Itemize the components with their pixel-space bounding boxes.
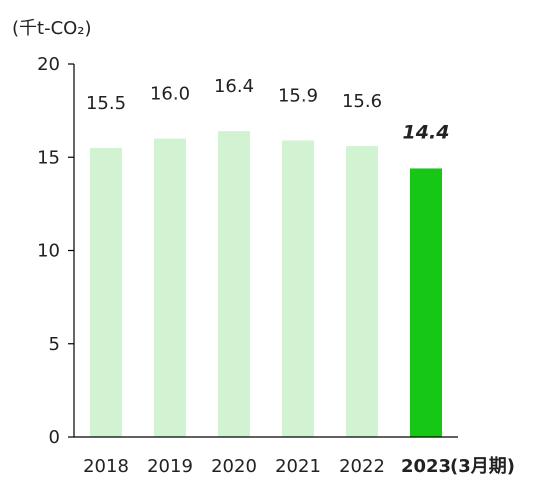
- x-tick-label-2019: 2019: [147, 456, 193, 477]
- x-tick-label-2021: 2021: [275, 456, 321, 477]
- y-tick-label-20: 20: [37, 54, 60, 75]
- bar-2019: [154, 138, 186, 437]
- data-label-2021: 15.9: [278, 85, 318, 106]
- x-tick-label-2018: 2018: [83, 456, 129, 477]
- bar-2018: [90, 147, 122, 438]
- x-tick-label-suffix: (3月期): [450, 456, 515, 477]
- x-tick-label-2020: 2020: [211, 456, 257, 477]
- data-label-2020: 16.4: [214, 76, 254, 97]
- y-axis-unit-label: (千t-CO₂): [12, 18, 92, 39]
- bar-2020: [218, 131, 250, 437]
- data-label-2019: 16.0: [150, 84, 190, 105]
- x-tick-label-2022: 2022: [339, 456, 385, 477]
- y-tick-label-10: 10: [37, 241, 60, 262]
- data-label-2018: 15.5: [86, 93, 126, 114]
- bar-2022: [346, 146, 378, 437]
- bar-2023: [410, 168, 442, 437]
- y-tick-label-5: 5: [49, 334, 60, 355]
- x-tick-label-2023: 2023: [401, 456, 451, 477]
- data-label-2023: 14.4: [403, 121, 450, 143]
- data-label-2022: 15.6: [342, 91, 382, 112]
- y-tick-label-15: 15: [37, 147, 60, 168]
- bar-2021: [282, 140, 314, 437]
- y-tick-label-0: 0: [49, 427, 60, 448]
